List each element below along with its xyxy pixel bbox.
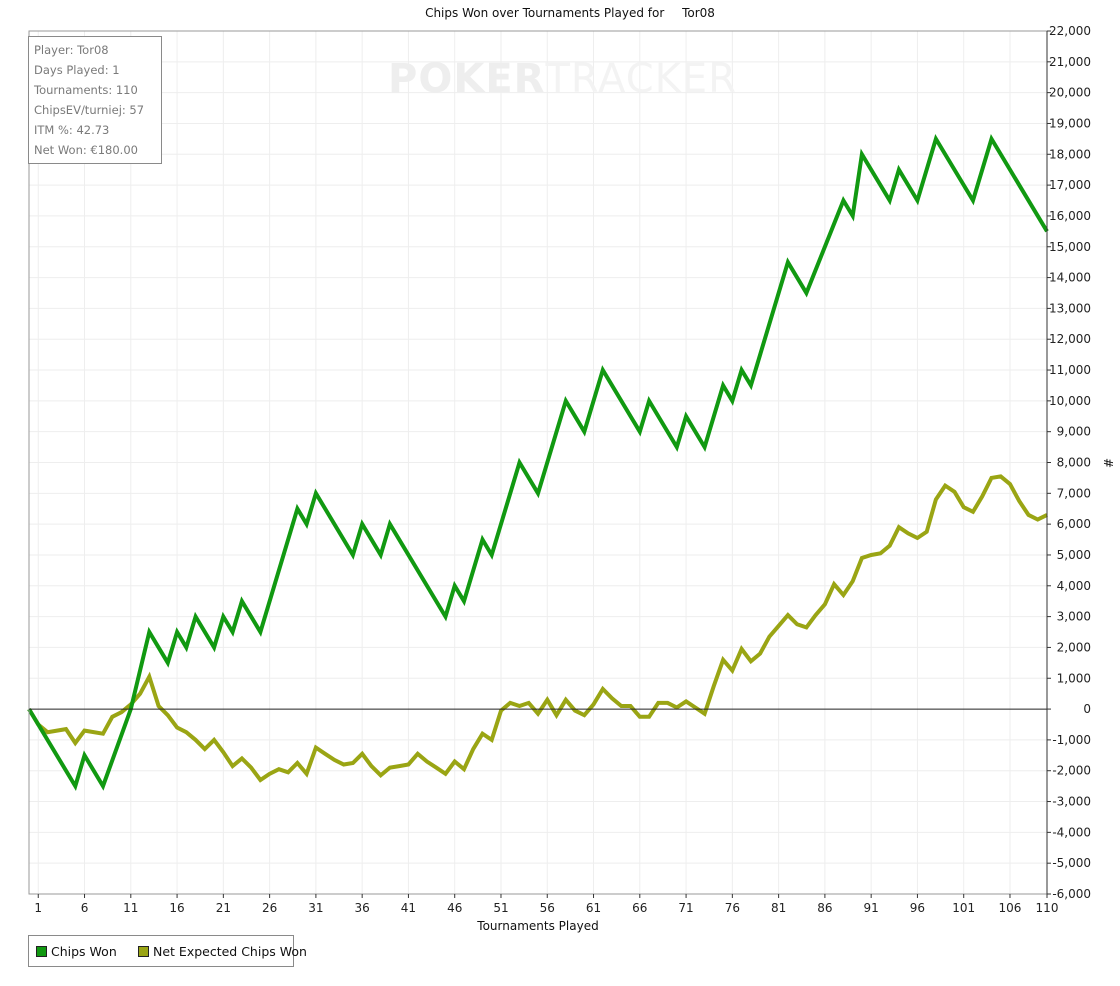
y-tick-label: -1,000 xyxy=(1052,733,1091,747)
x-tick-label: 76 xyxy=(725,901,740,915)
chart-title-text: Chips Won over Tournaments Played for xyxy=(425,6,668,20)
stat-itm: ITM %: 42.73 xyxy=(34,123,110,137)
x-tick-label: 96 xyxy=(910,901,925,915)
axes xyxy=(28,30,1051,898)
stat-net-won: Net Won: €180.00 xyxy=(34,143,138,157)
grid xyxy=(29,30,1048,895)
x-tick-labels: 1 6 11 16 21 26 31 36 41 46 51 56 61 66 71 76 81 86 91 96 10… xyxy=(34,901,1058,915)
x-tick-label: 46 xyxy=(447,901,462,915)
x-tick-label: 26 xyxy=(262,901,277,915)
y-tick-label: -3,000 xyxy=(1052,795,1091,809)
series-line-chips-won xyxy=(27,133,1049,792)
y-tick-label: 7,000 xyxy=(1057,486,1091,500)
series-lines xyxy=(27,133,1049,792)
y-tick-label: 12,000 xyxy=(1049,332,1091,346)
x-tick-label: 71 xyxy=(678,901,693,915)
x-tick-label: 106 xyxy=(999,901,1022,915)
y-tick-label: 10,000 xyxy=(1049,394,1091,408)
y-tick-label: 20,000 xyxy=(1049,86,1091,100)
stat-days-played: Days Played: 1 xyxy=(34,63,120,77)
legend-item-net-expected[interactable]: Net Expected Chips Won xyxy=(138,944,307,959)
legend-item-chips-won[interactable]: Chips Won xyxy=(36,944,117,959)
y-tick-label: 5,000 xyxy=(1057,548,1091,562)
y-tick-label: -5,000 xyxy=(1052,856,1091,870)
y-tick-label: 16,000 xyxy=(1049,209,1091,223)
y-tick-label: 14,000 xyxy=(1049,271,1091,285)
player-stats-box: Player: Tor08 Days Played: 1 Tournaments… xyxy=(28,36,162,164)
x-tick-label: 16 xyxy=(169,901,184,915)
pokertracker-watermark: POKERTRACKER xyxy=(388,56,737,102)
x-tick-label: 101 xyxy=(952,901,975,915)
y-tick-label: 13,000 xyxy=(1049,301,1091,315)
legend-label-net-expected: Net Expected Chips Won xyxy=(153,944,307,959)
x-tick-label: 91 xyxy=(864,901,879,915)
y-tick-label: 8,000 xyxy=(1057,456,1091,470)
legend-swatch-chips-won xyxy=(36,946,47,957)
y-tick-labels: -6,000 -5,000 -4,000 -3,000 -2,000 -1,000 0 1,0… xyxy=(1049,24,1091,901)
y-tick-label: 11,000 xyxy=(1049,363,1091,377)
x-tick-label: 6 xyxy=(81,901,89,915)
y-axis-title: # xyxy=(1101,458,1115,468)
x-tick-label: 11 xyxy=(123,901,138,915)
x-tick-label: 36 xyxy=(355,901,370,915)
legend: Chips Won Net Expected Chips Won xyxy=(28,935,307,967)
x-tick-label: 56 xyxy=(540,901,555,915)
y-tick-label: 18,000 xyxy=(1049,147,1091,161)
y-tick-label: 9,000 xyxy=(1057,425,1091,439)
legend-label-chips-won: Chips Won xyxy=(51,944,117,959)
y-tick-label: 3,000 xyxy=(1057,610,1091,624)
y-tick-label: 19,000 xyxy=(1049,116,1091,130)
y-tick-label: 1,000 xyxy=(1057,671,1091,685)
x-tick-label: 1 xyxy=(34,901,42,915)
stat-player: Player: Tor08 xyxy=(34,43,109,57)
y-tick-label: -6,000 xyxy=(1052,887,1091,901)
y-tick-label: 0 xyxy=(1083,702,1091,716)
y-tick-label: 22,000 xyxy=(1049,24,1091,38)
stat-chips-ev: ChipsEV/turniej: 57 xyxy=(34,103,145,117)
y-tick-label: 6,000 xyxy=(1057,517,1091,531)
watermark-poker: POKER xyxy=(388,56,546,102)
x-tick-label: 66 xyxy=(632,901,647,915)
y-tick-label: -2,000 xyxy=(1052,764,1091,778)
y-tick-label: 4,000 xyxy=(1057,579,1091,593)
x-tick-label: 51 xyxy=(493,901,508,915)
y-tick-label: -4,000 xyxy=(1052,825,1091,839)
x-tick-label: 81 xyxy=(771,901,786,915)
x-tick-label: 31 xyxy=(308,901,323,915)
x-tick-label: 61 xyxy=(586,901,601,915)
legend-swatch-net-expected xyxy=(138,946,149,957)
series-line-net-expected xyxy=(27,474,1048,783)
stat-tournaments: Tournaments: 110 xyxy=(34,83,138,97)
x-axis-title: Tournaments Played xyxy=(476,919,598,933)
y-tick-label: 2,000 xyxy=(1057,640,1091,654)
chart-title-player: Tor08 xyxy=(681,6,715,20)
watermark-tracker: TRACKER xyxy=(545,56,737,102)
x-tick-label: 110 xyxy=(1036,901,1059,915)
chart-title: Chips Won over Tournaments Played for To… xyxy=(425,6,715,20)
y-tick-label: 17,000 xyxy=(1049,178,1091,192)
x-tick-label: 21 xyxy=(216,901,231,915)
x-tick-label: 86 xyxy=(817,901,832,915)
y-tick-label: 21,000 xyxy=(1049,55,1091,69)
x-tick-label: 41 xyxy=(401,901,416,915)
y-tick-label: 15,000 xyxy=(1049,240,1091,254)
